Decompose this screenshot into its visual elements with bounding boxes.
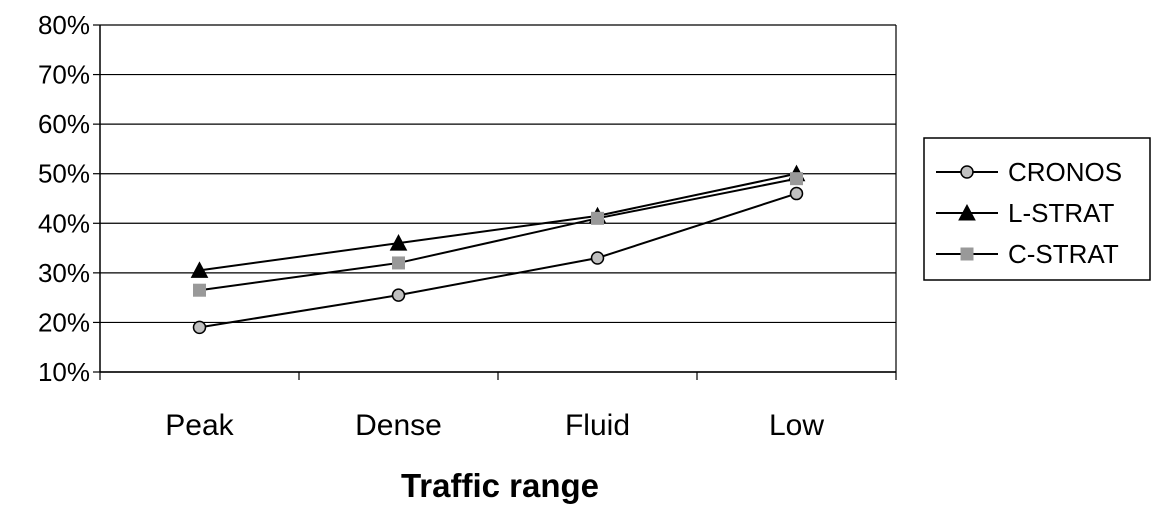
- y-tick-labels: 10% 20% 30% 40% 50% 60% 70% 80%: [38, 10, 90, 387]
- legend-marker: [960, 165, 974, 179]
- y-tick-label: 20%: [38, 307, 90, 337]
- legend-marker: [960, 247, 974, 261]
- y-tick-label: 50%: [38, 159, 90, 189]
- x-tick-label: Peak: [165, 409, 234, 442]
- legend-box: [923, 137, 1151, 281]
- data-point: [192, 320, 207, 335]
- series-group: [190, 164, 806, 335]
- y-tick-label: 60%: [38, 109, 90, 139]
- legend-entry: C-STRAT: [936, 239, 1119, 269]
- data-point: [591, 211, 604, 225]
- y-tick-label: 10%: [38, 357, 90, 387]
- y-tick-label: 40%: [38, 208, 90, 238]
- series-line: [199, 177, 797, 292]
- legend-label: CRONOS: [1008, 157, 1122, 187]
- gridlines: [100, 24, 896, 373]
- y-tick-label: 80%: [38, 10, 90, 40]
- data-point: [590, 251, 605, 265]
- y-tick-label: 70%: [38, 60, 90, 90]
- series-c-strat: [193, 172, 803, 297]
- data-point: [392, 256, 405, 270]
- y-tick-label: 30%: [38, 258, 90, 288]
- data-point: [190, 261, 209, 278]
- x-tick-label: Fluid: [565, 409, 630, 442]
- data-point: [193, 283, 206, 297]
- series-line: [199, 192, 797, 329]
- x-tick-label: Dense: [355, 409, 442, 442]
- axes: [93, 24, 897, 380]
- data-point: [790, 172, 803, 186]
- series-line: [199, 172, 797, 272]
- legend-marker: [958, 203, 976, 221]
- x-tick-label: Low: [769, 409, 824, 442]
- data-point: [789, 186, 804, 201]
- data-point: [391, 288, 406, 302]
- legend-label: L-STRAT: [1008, 198, 1115, 228]
- legend: CRONOS L-STRAT C-STRAT: [923, 137, 1151, 281]
- x-axis-label: Traffic range: [401, 467, 599, 504]
- legend-label: C-STRAT: [1008, 239, 1119, 269]
- legend-entry: CRONOS: [936, 157, 1122, 187]
- data-point: [389, 234, 408, 251]
- x-tick-labels: Peak Dense Fluid Low: [165, 409, 824, 442]
- series-cronos: [192, 186, 804, 335]
- legend-entry: L-STRAT: [936, 198, 1115, 228]
